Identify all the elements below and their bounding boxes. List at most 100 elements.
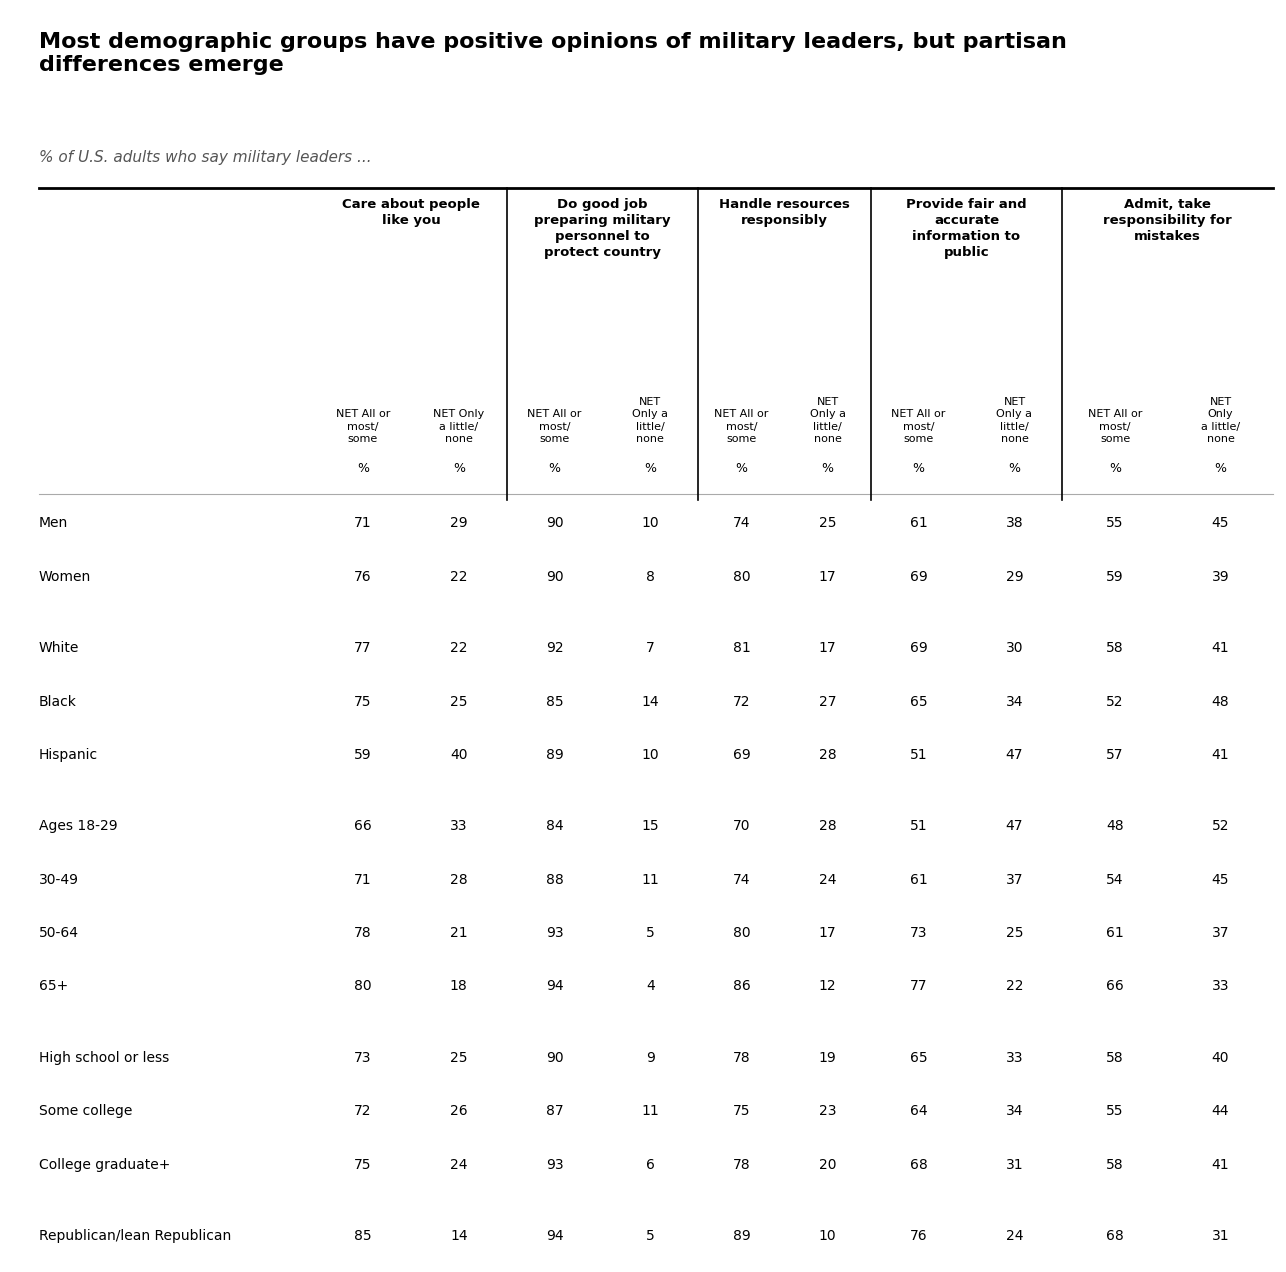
Text: %: %: [913, 462, 925, 474]
Text: 4: 4: [646, 979, 655, 993]
Text: 52: 52: [1211, 819, 1229, 833]
Text: 66: 66: [354, 819, 372, 833]
Text: 55: 55: [1106, 516, 1124, 530]
Text: NET
Only a
little/
none: NET Only a little/ none: [997, 397, 1033, 444]
Text: 51: 51: [909, 748, 927, 762]
Text: 24: 24: [1006, 1229, 1024, 1243]
Text: 18: 18: [450, 979, 468, 993]
Text: 70: 70: [733, 819, 750, 833]
Text: %: %: [822, 462, 833, 474]
Text: 48: 48: [1211, 695, 1229, 709]
Text: 41: 41: [1211, 1158, 1229, 1172]
Text: 11: 11: [642, 1104, 660, 1118]
Text: 40: 40: [450, 748, 468, 762]
Text: 94: 94: [545, 1229, 563, 1243]
Text: 19: 19: [819, 1051, 836, 1065]
Text: 30: 30: [1006, 641, 1024, 655]
Text: 75: 75: [354, 695, 372, 709]
Text: 80: 80: [733, 926, 750, 940]
Text: 58: 58: [1106, 641, 1124, 655]
Text: 10: 10: [642, 516, 660, 530]
Text: 17: 17: [819, 641, 836, 655]
Text: 29: 29: [450, 516, 468, 530]
Text: 73: 73: [910, 926, 927, 940]
Text: 51: 51: [909, 819, 927, 833]
Text: 10: 10: [642, 748, 660, 762]
Text: 58: 58: [1106, 1158, 1124, 1172]
Text: 93: 93: [545, 926, 563, 940]
Text: 57: 57: [1106, 748, 1124, 762]
Text: 80: 80: [733, 570, 750, 584]
Text: Republican/lean Republican: Republican/lean Republican: [39, 1229, 230, 1243]
Text: 8: 8: [646, 570, 655, 584]
Text: 25: 25: [1006, 926, 1024, 940]
Text: %: %: [1008, 462, 1021, 474]
Text: 38: 38: [1006, 516, 1024, 530]
Text: 5: 5: [646, 1229, 655, 1243]
Text: 52: 52: [1106, 695, 1124, 709]
Text: 33: 33: [1211, 979, 1229, 993]
Text: 33: 33: [450, 819, 468, 833]
Text: 55: 55: [1106, 1104, 1124, 1118]
Text: NET
Only a
little/
none: NET Only a little/ none: [810, 397, 846, 444]
Text: 45: 45: [1211, 873, 1229, 887]
Text: 71: 71: [354, 873, 372, 887]
Text: 26: 26: [450, 1104, 468, 1118]
Text: 44: 44: [1211, 1104, 1229, 1118]
Text: 22: 22: [450, 570, 468, 584]
Text: 76: 76: [909, 1229, 927, 1243]
Text: 77: 77: [354, 641, 372, 655]
Text: Black: Black: [39, 695, 76, 709]
Text: 64: 64: [909, 1104, 927, 1118]
Text: 22: 22: [1006, 979, 1024, 993]
Text: 41: 41: [1211, 748, 1229, 762]
Text: 94: 94: [545, 979, 563, 993]
Text: Do good job
preparing military
personnel to
protect country: Do good job preparing military personnel…: [534, 198, 671, 259]
Text: 59: 59: [354, 748, 372, 762]
Text: 90: 90: [545, 1051, 563, 1065]
Text: 14: 14: [450, 1229, 468, 1243]
Text: 33: 33: [1006, 1051, 1024, 1065]
Text: NET Only
a little/
none: NET Only a little/ none: [433, 410, 485, 444]
Text: 17: 17: [819, 926, 836, 940]
Text: 61: 61: [909, 873, 927, 887]
Text: 34: 34: [1006, 695, 1024, 709]
Text: 39: 39: [1211, 570, 1229, 584]
Text: 77: 77: [910, 979, 927, 993]
Text: % of U.S. adults who say military leaders ...: % of U.S. adults who say military leader…: [39, 150, 372, 165]
Text: 24: 24: [450, 1158, 468, 1172]
Text: 61: 61: [1106, 926, 1124, 940]
Text: 31: 31: [1006, 1158, 1024, 1172]
Text: 37: 37: [1006, 873, 1024, 887]
Text: 76: 76: [354, 570, 372, 584]
Text: Women: Women: [39, 570, 91, 584]
Text: NET All or
most/
some: NET All or most/ some: [1088, 410, 1142, 444]
Text: 10: 10: [819, 1229, 836, 1243]
Text: 48: 48: [1106, 819, 1124, 833]
Text: 66: 66: [1106, 979, 1124, 993]
Text: 5: 5: [646, 926, 655, 940]
Text: 11: 11: [642, 873, 660, 887]
Text: Admit, take
responsibility for
mistakes: Admit, take responsibility for mistakes: [1103, 198, 1232, 243]
Text: High school or less: High school or less: [39, 1051, 168, 1065]
Text: 25: 25: [450, 695, 468, 709]
Text: NET
Only
a little/
none: NET Only a little/ none: [1201, 397, 1240, 444]
Text: 54: 54: [1106, 873, 1124, 887]
Text: 89: 89: [733, 1229, 750, 1243]
Text: College graduate+: College graduate+: [39, 1158, 170, 1172]
Text: 21: 21: [450, 926, 468, 940]
Text: 86: 86: [733, 979, 750, 993]
Text: %: %: [549, 462, 561, 474]
Text: Most demographic groups have positive opinions of military leaders, but partisan: Most demographic groups have positive op…: [39, 32, 1066, 75]
Text: 27: 27: [819, 695, 836, 709]
Text: Ages 18-29: Ages 18-29: [39, 819, 117, 833]
Text: 89: 89: [545, 748, 563, 762]
Text: 75: 75: [733, 1104, 750, 1118]
Text: White: White: [39, 641, 78, 655]
Text: NET All or
most/
some: NET All or most/ some: [336, 410, 390, 444]
Text: %: %: [644, 462, 656, 474]
Text: 14: 14: [642, 695, 660, 709]
Text: NET All or
most/
some: NET All or most/ some: [527, 410, 581, 444]
Text: %: %: [1109, 462, 1121, 474]
Text: 90: 90: [545, 516, 563, 530]
